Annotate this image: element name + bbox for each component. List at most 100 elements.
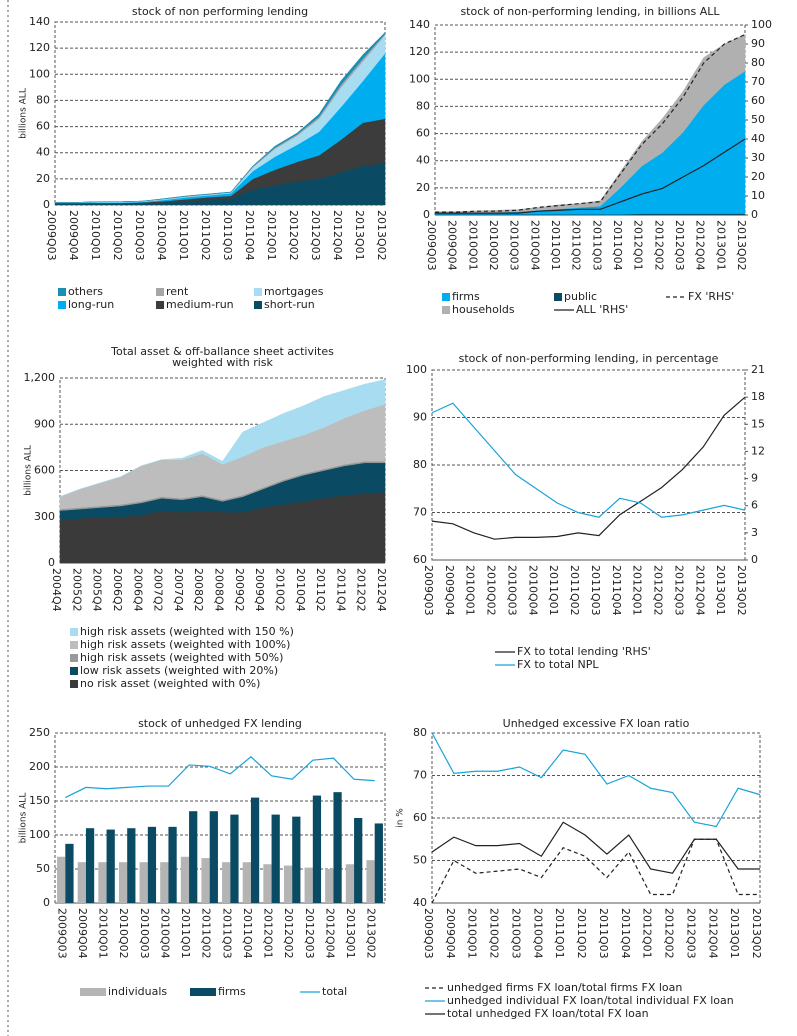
x-tick-label: 2010Q01 xyxy=(464,565,477,616)
legend-swatch xyxy=(70,667,78,675)
line xyxy=(431,396,746,540)
y-tick-label: 50 xyxy=(413,854,427,867)
legend-swatch xyxy=(442,293,450,301)
x-tick-label: 2009Q4 xyxy=(253,568,266,612)
x-tick-label: 2009Q04 xyxy=(443,565,456,616)
legend-label: ALL 'RHS' xyxy=(576,303,628,316)
x-tick-label: 2009Q04 xyxy=(76,908,89,959)
legend-swatch xyxy=(554,293,562,301)
y2-tick-label: 10 xyxy=(751,189,765,202)
legend-label: others xyxy=(68,285,103,298)
x-tick-label: 2005Q4 xyxy=(91,568,104,612)
line xyxy=(431,821,760,874)
bar xyxy=(304,867,313,903)
x-tick-label: 2011Q02 xyxy=(200,908,213,959)
bar xyxy=(242,862,251,903)
legend-swatch xyxy=(156,288,164,296)
bar xyxy=(263,864,272,903)
line xyxy=(431,402,746,518)
legend-label: short-run xyxy=(264,298,315,311)
y-tick-label: 0 xyxy=(43,198,50,211)
x-tick-label: 2011Q04 xyxy=(619,908,632,959)
x-tick-label: 2010Q01 xyxy=(466,220,479,271)
y2-tick-label: 90 xyxy=(751,37,765,50)
y-tick-label: 70 xyxy=(413,769,427,782)
legend-label: high risk assets (weighted with 150 %) xyxy=(80,625,294,638)
x-tick-label: 2010Q4 xyxy=(294,568,307,612)
y2-tick-label: 40 xyxy=(751,132,765,145)
y-axis-label: billions ALL xyxy=(19,793,29,844)
y-tick-label: 80 xyxy=(36,93,50,106)
legend-label: low risk assets (weighted with 20%) xyxy=(80,664,278,677)
x-tick-label: 2010Q03 xyxy=(508,220,521,271)
y2-tick-label: 70 xyxy=(751,75,765,88)
x-tick-label: 2010Q04 xyxy=(528,220,541,271)
x-tick-label: 2010Q03 xyxy=(505,565,518,616)
x-tick-label: 2012Q03 xyxy=(673,220,686,271)
legend-swatch xyxy=(70,641,78,649)
y-tick-label: 40 xyxy=(416,154,430,167)
y-tick-label: 100 xyxy=(406,363,427,376)
x-tick-label: 2009Q03 xyxy=(55,908,68,959)
x-tick-label: 2007Q4 xyxy=(172,568,185,612)
legend-label: unhedged individual FX loan/total indivi… xyxy=(447,994,734,1007)
x-tick-label: 2004Q4 xyxy=(50,568,63,612)
x-tick-label: 2012Q02 xyxy=(652,220,665,271)
bar xyxy=(65,843,74,903)
y-axis-label: in % xyxy=(396,808,406,828)
y-tick-label: 50 xyxy=(36,862,50,875)
y-tick-label: 250 xyxy=(29,726,50,739)
x-tick-label: 2011Q02 xyxy=(575,908,588,959)
y-tick-label: 60 xyxy=(413,811,427,824)
x-tick-label: 2010Q02 xyxy=(488,908,501,959)
x-tick-label: 2012Q02 xyxy=(652,565,665,616)
bar xyxy=(57,856,66,903)
y-tick-label: 0 xyxy=(43,896,50,909)
area xyxy=(434,34,746,214)
bar xyxy=(345,864,355,903)
chart-title: stock of non-performing lending, in bill… xyxy=(460,5,720,18)
x-tick-label: 2013Q01 xyxy=(714,565,727,616)
bar xyxy=(209,811,218,903)
y-tick-label: 20 xyxy=(36,172,50,185)
legend-label: long-run xyxy=(68,298,114,311)
x-tick-label: 2012Q03 xyxy=(672,565,685,616)
x-tick-label: 2011Q04 xyxy=(241,908,254,959)
bar xyxy=(118,862,128,903)
y2-tick-label: 9 xyxy=(751,472,758,485)
y2-tick-label: 12 xyxy=(751,444,765,457)
y-axis-label: billions ALL xyxy=(19,88,29,139)
x-tick-label: 2011Q04 xyxy=(610,565,623,616)
x-tick-label: 2013Q02 xyxy=(750,908,763,959)
legend-swatch xyxy=(190,988,216,996)
bar xyxy=(139,862,148,903)
x-tick-label: 2011Q02 xyxy=(199,210,212,261)
x-tick-label: 2012Q04 xyxy=(706,908,719,959)
x-tick-label: 2012Q01 xyxy=(265,210,278,261)
legend-label: no risk asset (weighted with 0%) xyxy=(80,677,260,690)
y-tick-label: 60 xyxy=(36,120,50,133)
x-tick-label: 2011Q03 xyxy=(221,210,234,261)
bar xyxy=(312,795,322,903)
x-tick-label: 2010Q04 xyxy=(155,210,168,261)
x-tick-label: 2013Q01 xyxy=(728,908,741,959)
legend-swatch xyxy=(254,288,262,296)
area xyxy=(55,31,386,203)
legend-swatch xyxy=(58,301,66,309)
x-tick-label: 2008Q2 xyxy=(192,568,205,612)
x-tick-label: 2011Q02 xyxy=(568,565,581,616)
y2-tick-label: 6 xyxy=(751,499,758,512)
x-tick-label: 2006Q4 xyxy=(131,568,144,612)
chart-title: Unhedged excessive FX loan ratio xyxy=(503,717,690,730)
x-tick-label: 2013Q01 xyxy=(714,220,727,271)
x-tick-label: 2012Q01 xyxy=(631,565,644,616)
legend-swatch xyxy=(70,680,78,688)
x-tick-label: 2013Q02 xyxy=(735,220,748,271)
x-tick-label: 2009Q03 xyxy=(425,220,438,271)
x-tick-label: 2010Q02 xyxy=(117,908,130,959)
x-tick-label: 2010Q04 xyxy=(158,908,171,959)
y-tick-label: 0 xyxy=(48,556,55,569)
x-tick-label: 2010Q02 xyxy=(111,210,124,261)
bar xyxy=(354,818,363,903)
legend-label: rent xyxy=(166,285,189,298)
